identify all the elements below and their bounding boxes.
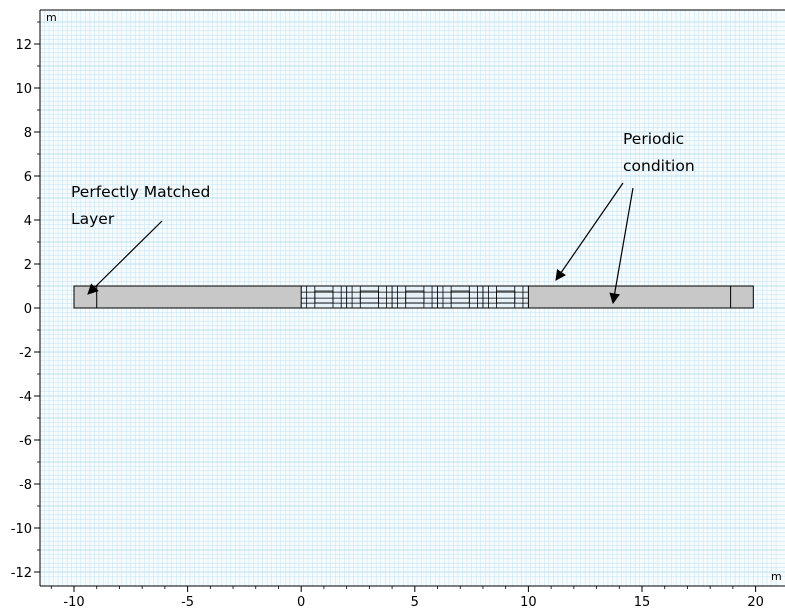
y-tick-label: 8: [24, 126, 32, 141]
y-tick-label: -6: [19, 434, 32, 449]
pml-label-line2: Layer: [71, 210, 115, 228]
domain-geometry: [73, 285, 754, 309]
y-tick-label: 12: [15, 38, 32, 53]
periodic-label-line1: Periodic: [623, 130, 684, 148]
y-tick-label: 0: [24, 302, 32, 317]
periodic-pointer-arrow-1: [555, 182, 624, 281]
y-tick-label: 10: [15, 82, 32, 97]
y-tick-label: -2: [19, 346, 32, 361]
periodic-structure-region[interactable]: [300, 285, 529, 309]
y-tick-label: 2: [24, 258, 32, 273]
y-unit-label: m: [46, 11, 57, 24]
x-tick-label: 0: [297, 595, 305, 610]
y-tick-label: -4: [19, 390, 32, 405]
y-axis-ticks: 12 10 8 6 4 2 0 -2 -4 -6 -8 -10 -12: [11, 21, 40, 581]
x-tick-label: -5: [181, 595, 194, 610]
periodic-label-line2: condition: [623, 157, 695, 175]
y-tick-label: 6: [24, 170, 32, 185]
x-tick-label: 5: [411, 595, 419, 610]
y-tick-label: -12: [11, 566, 32, 581]
pml-label-line1: Perfectly Matched: [71, 183, 210, 201]
y-tick-label: -10: [11, 522, 32, 537]
x-unit-label: m: [771, 570, 782, 583]
periodic-pointer-arrow-2: [609, 187, 634, 305]
x-tick-label: 20: [747, 595, 764, 610]
x-tick-label: -10: [63, 595, 84, 610]
pml-pointer-arrow: [87, 220, 163, 295]
x-tick-label: 10: [520, 595, 537, 610]
y-tick-label: 4: [24, 214, 32, 229]
y-tick-label: -8: [19, 478, 32, 493]
x-tick-label: 15: [634, 595, 651, 610]
x-axis-ticks: -10 -5 0 5 10 15 20: [50, 586, 764, 610]
